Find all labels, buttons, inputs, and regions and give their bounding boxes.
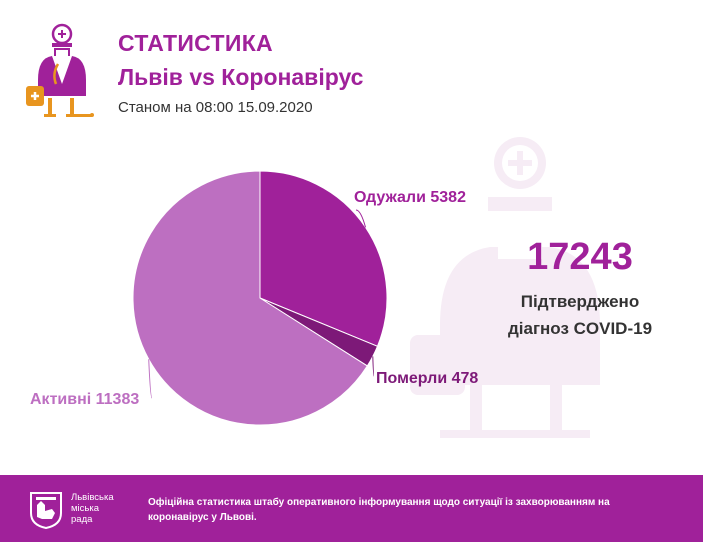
footer-org-name: Львівська міська рада [71, 492, 114, 525]
total-confirmed: 17243 [527, 236, 633, 278]
page-subtitle: Львів vs Коронавірус [118, 64, 364, 90]
slice-label-recovered: Одужали 5382 [354, 189, 466, 206]
doctor-icon [26, 23, 94, 117]
leader-line-died [372, 356, 375, 377]
doctor-watermark-icon [410, 137, 600, 438]
pie-chart: Одужали 5382 Померли 478 Активні 11383 [30, 170, 478, 426]
pie-slice-recovered [259, 170, 388, 347]
total-description: Підтверджено діагноз COVID-19 [480, 288, 680, 342]
report-date: Станом на 08:00 15.09.2020 [118, 99, 313, 116]
pie-slice-active [132, 170, 368, 426]
lviv-coat-of-arms-icon [30, 492, 62, 529]
footer: Львівська міська рада Офіційна статистик… [0, 475, 703, 542]
total-description-line1: Підтверджено [520, 292, 640, 311]
slice-label-active: Активні 11383 [30, 391, 139, 408]
footer-text: Офіційна статистика штабу оперативного і… [148, 497, 610, 523]
leader-line-active [148, 359, 153, 399]
leader-line-recovered [355, 209, 366, 228]
slice-label-died: Померли 478 [376, 370, 478, 387]
total-description-line2: діагноз COVID-19 [507, 319, 653, 338]
page-title: СТАТИСТИКА [118, 30, 273, 56]
